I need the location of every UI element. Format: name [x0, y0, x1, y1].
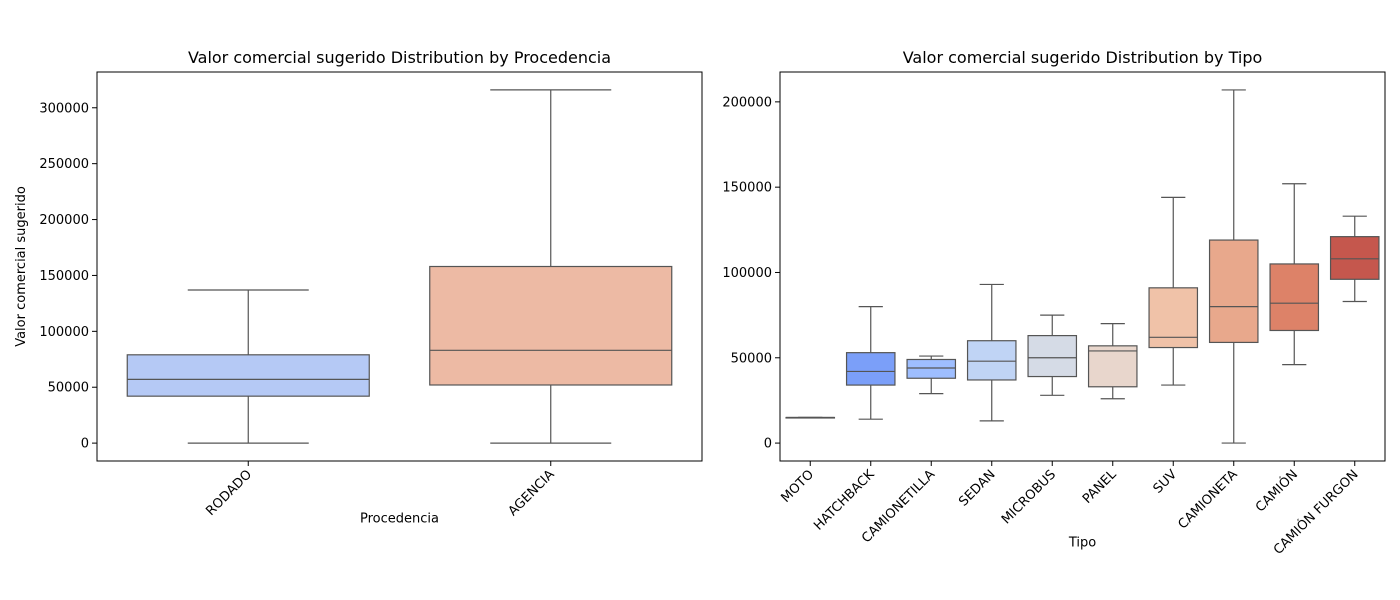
x-tick-label: SUV	[1151, 467, 1181, 497]
axes-frame	[779, 71, 1386, 462]
box	[126, 354, 370, 397]
x-tick-label: MOTO	[778, 467, 817, 506]
box-group	[1208, 89, 1259, 444]
box-group	[1329, 215, 1380, 303]
y-tick-label: 200000	[39, 213, 89, 228]
box	[1087, 345, 1138, 388]
box	[1329, 236, 1380, 280]
y-tick-label: 200000	[722, 95, 772, 110]
y-tick-label: 50000	[48, 381, 89, 396]
y-tick-label: 0	[81, 437, 89, 452]
box-group	[1087, 323, 1138, 400]
x-tick-label: CAMIONETA	[1176, 467, 1241, 532]
box	[1208, 239, 1259, 344]
box-group	[429, 89, 673, 444]
chart-title: Valor comercial sugerido Distribution by…	[188, 48, 611, 67]
x-tick-label: HATCHBACK	[811, 467, 878, 534]
x-axis-label: Procedencia	[360, 512, 439, 527]
y-tick-label: 0	[764, 437, 772, 452]
box	[429, 265, 673, 386]
box-group	[1269, 183, 1320, 366]
y-tick-label: 150000	[39, 269, 89, 284]
axes-frame	[96, 71, 703, 462]
box-group	[966, 283, 1017, 422]
box-group	[1148, 196, 1199, 386]
box-group	[126, 289, 370, 444]
box	[966, 340, 1017, 381]
box	[845, 352, 896, 386]
y-tick-label: 150000	[722, 181, 772, 196]
box-group	[845, 305, 896, 420]
x-tick-label: SEDAN	[956, 467, 998, 509]
y-tick-label: 50000	[731, 351, 772, 366]
box-group	[1027, 314, 1078, 396]
x-tick-label: MICROBUS	[999, 467, 1059, 527]
x-tick-label: CAMIÓN	[1252, 467, 1301, 516]
chart-title: Valor comercial sugerido Distribution by…	[903, 48, 1263, 67]
x-tick-label: RODADO	[203, 467, 255, 519]
x-axis-label: Tipo	[1068, 535, 1096, 550]
y-tick-label: 100000	[722, 266, 772, 281]
x-tick-label: AGENCIA	[506, 467, 558, 519]
y-tick-label: 300000	[39, 101, 89, 116]
box	[1027, 334, 1078, 378]
box	[1148, 287, 1199, 349]
y-tick-label: 100000	[39, 325, 89, 340]
box	[1269, 263, 1320, 332]
box	[906, 358, 957, 379]
box-group	[785, 416, 836, 419]
y-axis-label: Valor comercial sugerido	[14, 186, 29, 347]
x-tick-label: PANEL	[1080, 467, 1120, 507]
box-group	[906, 355, 957, 395]
y-tick-label: 250000	[39, 157, 89, 172]
